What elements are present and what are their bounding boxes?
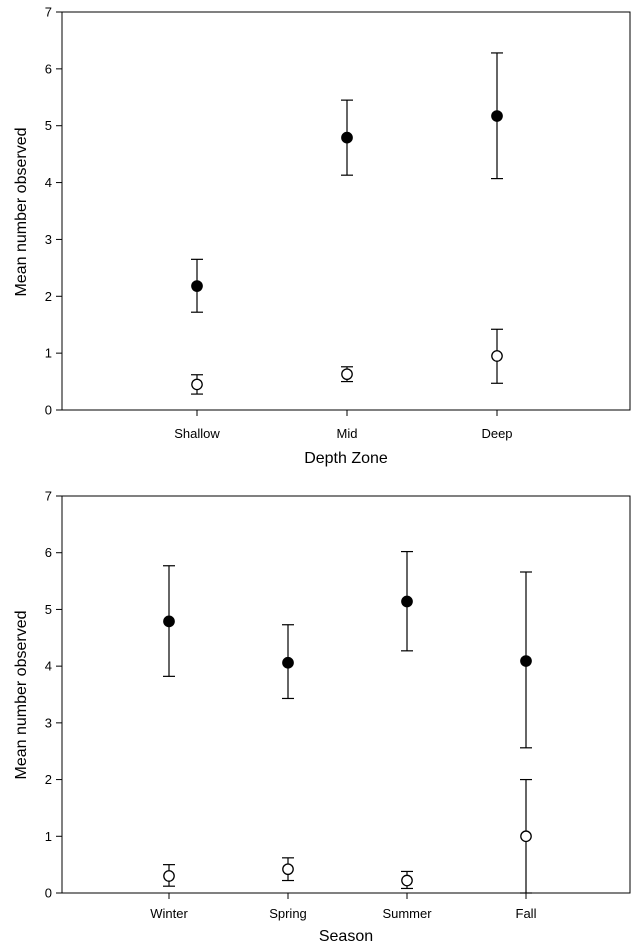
open-data-point: [191, 378, 203, 391]
y-axis-title: Mean number observed: [13, 128, 30, 297]
y-tick-label: 5: [45, 602, 52, 617]
x-axis-title: Season: [319, 928, 373, 945]
y-tick-label: 7: [45, 489, 52, 504]
x-tick-label: Deep: [481, 426, 512, 441]
filled-data-point: [491, 110, 503, 122]
filled-data-point: [341, 131, 353, 144]
x-axis-title: Depth Zone: [304, 450, 388, 467]
open-data-point: [163, 870, 175, 882]
y-tick-label: 7: [45, 5, 52, 20]
open-data-point: [282, 863, 294, 876]
depth-zone-panel: 0 1 2 3 4 5 6 7 Shallow Mid Deep Depth Zone Mean num…: [13, 5, 631, 467]
filled-data-point: [520, 655, 532, 667]
y-axis-title: Mean number observed: [13, 611, 30, 780]
x-tick-label: Shallow: [174, 426, 220, 441]
x-tick-label: Fall: [516, 906, 537, 921]
y-tick-label: 0: [45, 403, 52, 418]
x-tick-label: Summer: [382, 906, 432, 921]
filled-data-point: [191, 280, 203, 292]
x-tick-label: Spring: [269, 906, 307, 921]
season-panel: 0 1 2 3 4 5 6 7 Winter Spring Summer Fall Season Mean…: [13, 489, 631, 945]
filled-data-point: [163, 615, 175, 628]
plot-frame: [61, 11, 631, 411]
y-tick-label: 2: [45, 289, 52, 304]
y-tick-label: 4: [45, 175, 52, 190]
x-tick-label: Winter: [150, 906, 188, 921]
filled-data-point: [401, 595, 413, 608]
open-data-point: [491, 350, 503, 362]
y-tick-label: 3: [45, 232, 52, 247]
open-data-point: [520, 830, 532, 843]
y-tick-label: 6: [45, 61, 52, 76]
y-tick-label: 5: [45, 118, 52, 133]
y-tick-label: 2: [45, 772, 52, 787]
plot-frame: [61, 495, 631, 894]
open-data-point: [341, 368, 353, 381]
x-tick-label: Mid: [337, 426, 358, 441]
filled-data-point: [282, 656, 294, 669]
y-tick-label: 1: [45, 346, 52, 361]
y-tick-label: 3: [45, 715, 52, 730]
y-tick-label: 1: [45, 829, 52, 844]
y-tick-label: 4: [45, 659, 52, 674]
y-tick-label: 0: [45, 886, 52, 901]
open-data-point: [401, 874, 413, 887]
y-tick-label: 6: [45, 545, 52, 560]
